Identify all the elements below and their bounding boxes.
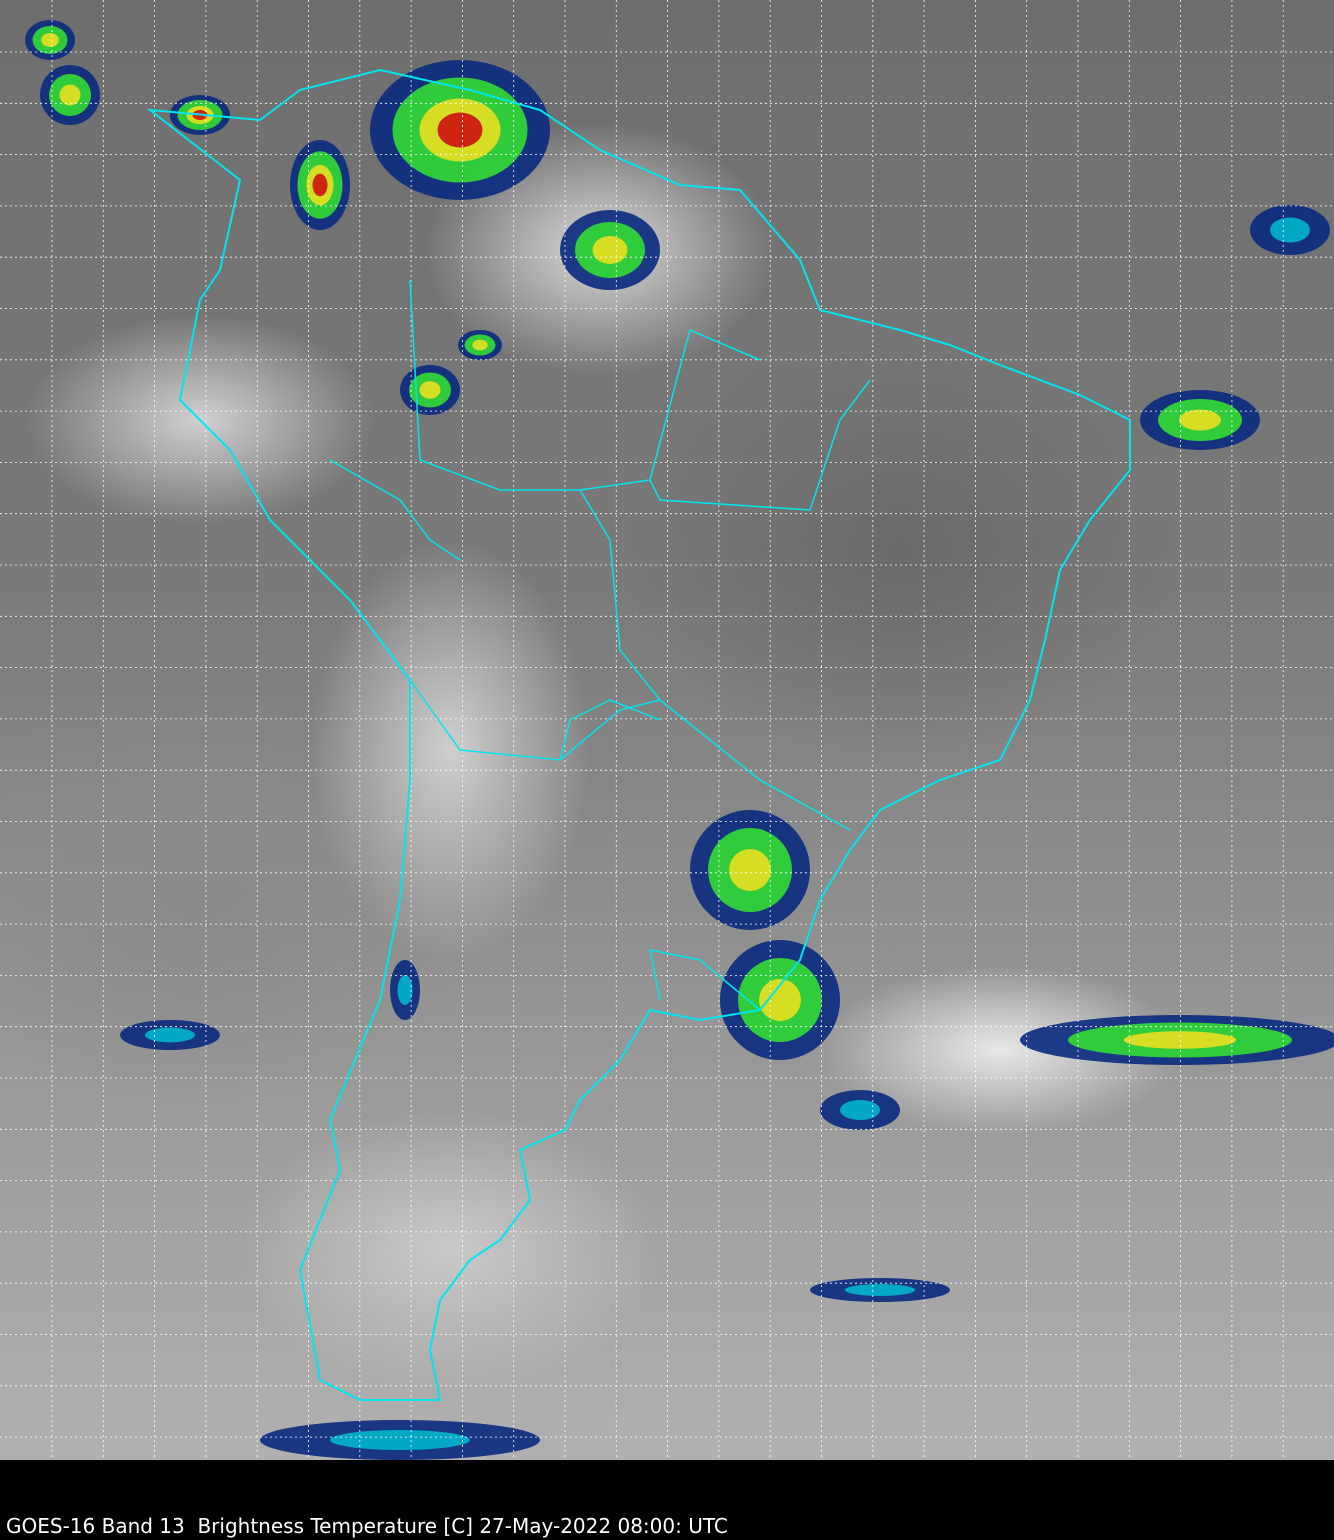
cloud-mark <box>845 1284 915 1296</box>
convective-clouds <box>25 20 1334 1460</box>
cloud-mark <box>472 339 488 351</box>
lat-lon-grid <box>0 0 1334 1460</box>
cloud-mark <box>1124 1031 1236 1049</box>
coastline-south-america <box>146 68 1131 1401</box>
cloud-mark <box>592 236 628 264</box>
cloud-mark <box>312 173 328 197</box>
cloud-mark <box>1270 217 1310 243</box>
cloud-mark <box>397 975 413 1005</box>
cloud-mark <box>437 112 483 148</box>
country-borders <box>329 279 871 1011</box>
satellite-map <box>0 0 1334 1460</box>
image-caption: GOES-16 Band 13 Brightness Temperature [… <box>6 1514 728 1538</box>
cloud-mark <box>330 1430 470 1450</box>
cloud-mark <box>840 1100 880 1120</box>
map-overlay <box>0 0 1334 1460</box>
cloud-mark <box>759 979 801 1021</box>
cloud-mark <box>729 849 771 891</box>
cloud-mark <box>59 84 81 106</box>
cloud-mark <box>145 1027 195 1043</box>
cloud-mark <box>41 33 59 47</box>
cloud-mark <box>419 381 441 399</box>
cloud-mark <box>1179 409 1221 431</box>
